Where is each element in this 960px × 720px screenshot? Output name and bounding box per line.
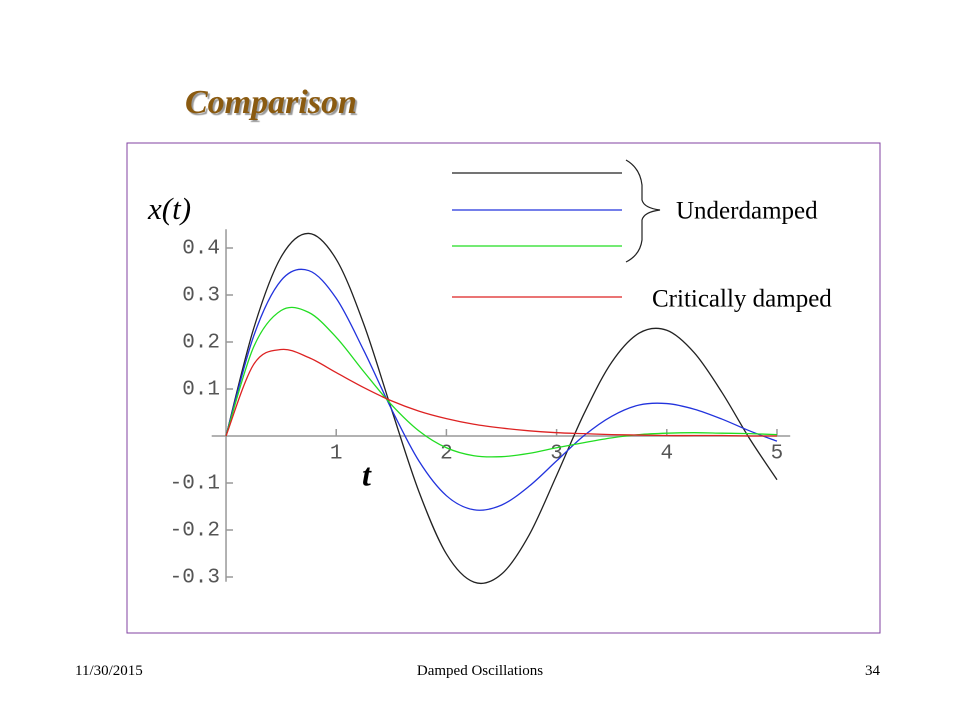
y-tick-label: -0.3	[170, 567, 220, 590]
x-tick-label: 2	[440, 443, 453, 466]
footer-title: Damped Oscillations	[416, 663, 544, 679]
page-number: 34	[865, 663, 880, 679]
legend-label: Underdamped	[676, 198, 818, 225]
legend-label: Critically damped	[652, 286, 832, 313]
x-tick-label: 3	[550, 443, 563, 466]
y-tick-label: -0.2	[170, 520, 220, 543]
legend-brace	[625, 159, 661, 263]
chart-frame	[126, 142, 881, 634]
series-line	[225, 348, 777, 437]
series-line	[225, 268, 778, 511]
series-line	[225, 306, 777, 458]
x-tick-label: 4	[660, 443, 673, 466]
x-axis-label: t	[362, 456, 372, 492]
y-tick-label: 0.3	[182, 285, 220, 308]
x-tick-label: 5	[771, 443, 784, 466]
y-tick-label: 0.4	[182, 238, 220, 261]
x-tick-label: 1	[330, 443, 343, 466]
footer-date: 11/30/2015	[75, 663, 143, 679]
series-line	[225, 232, 778, 585]
y-axis-label: x(t)	[147, 191, 191, 226]
slide-title: Comparison	[185, 84, 357, 121]
y-tick-label: 0.2	[182, 332, 220, 355]
y-tick-label: 0.1	[182, 379, 220, 402]
y-tick-label: -0.1	[170, 473, 220, 496]
